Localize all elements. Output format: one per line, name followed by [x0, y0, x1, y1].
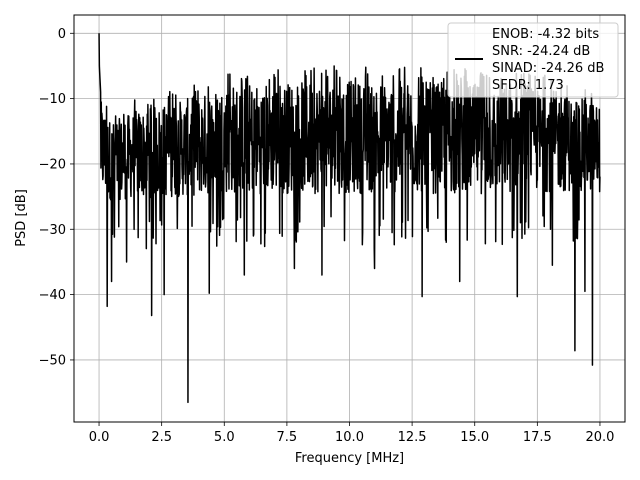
x-tick-label: 10.0 — [335, 430, 364, 445]
legend: ENOB: -4.32 bits SNR: -24.24 dB SINAD: -… — [447, 22, 619, 98]
legend-box — [447, 22, 619, 98]
legend-enob-text: ENOB: -4.32 bits — [492, 27, 599, 42]
legend-sfdr-text: SFDR: 1.73 — [492, 78, 564, 93]
x-tick-label: 2.5 — [151, 430, 172, 445]
x-tick-label: 20.0 — [585, 430, 614, 445]
axis-ticks: 0.0 2.5 5.0 7.5 10.0 12.5 15.0 17.5 20.0 0 −10 −20 −… — [39, 27, 615, 445]
y-axis-title: PSD [dB] — [14, 189, 29, 247]
y-tick-label: −10 — [39, 92, 66, 107]
x-tick-label: 15.0 — [460, 430, 489, 445]
x-tick-label: 5.0 — [214, 430, 235, 445]
y-tick-label: −40 — [39, 288, 66, 303]
legend-snr-text: SNR: -24.24 dB — [492, 44, 590, 59]
x-axis-title: Frequency [MHz] — [295, 451, 404, 466]
y-tick-label: 0 — [58, 27, 66, 42]
y-tick-label: −30 — [39, 223, 66, 238]
x-tick-label: 12.5 — [398, 430, 427, 445]
y-tick-label: −50 — [39, 353, 66, 368]
y-tick-label: −20 — [39, 157, 66, 172]
x-tick-label: 17.5 — [523, 430, 552, 445]
legend-sinad-text: SINAD: -24.26 dB — [492, 61, 604, 76]
x-tick-label: 0.0 — [89, 430, 110, 445]
x-tick-label: 7.5 — [277, 430, 298, 445]
